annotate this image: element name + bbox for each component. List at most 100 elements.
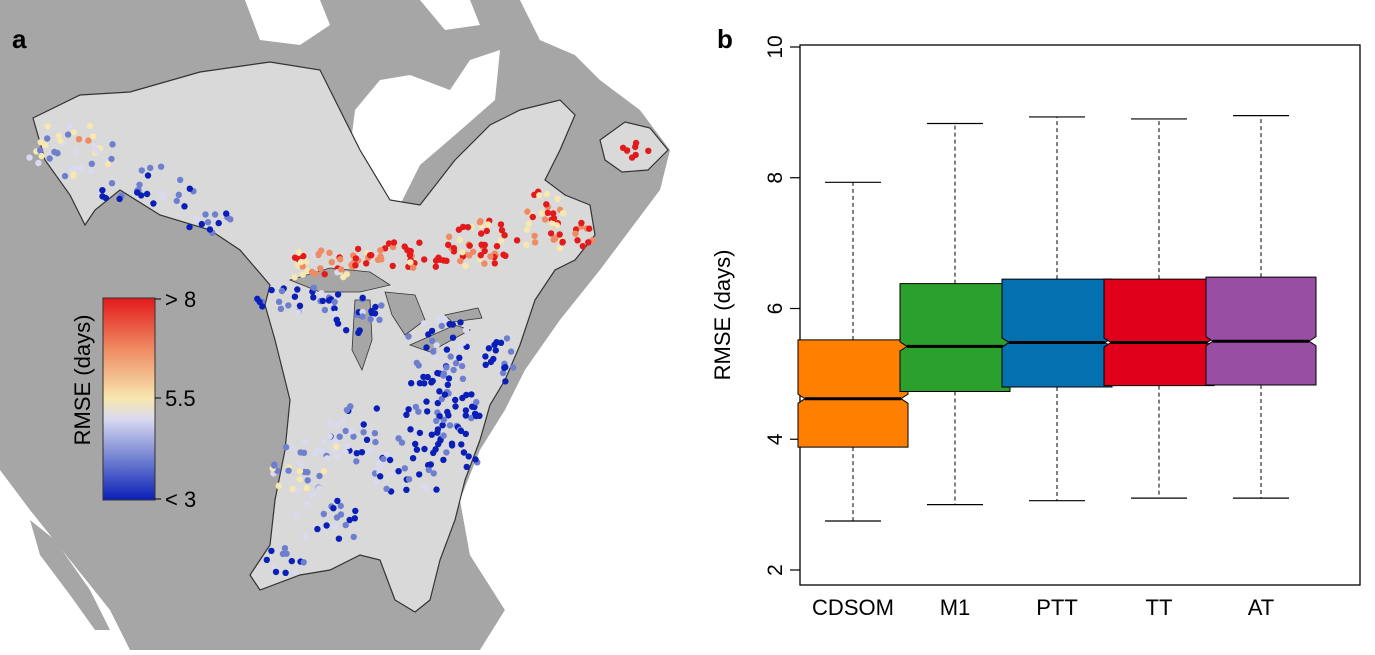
site-point: [308, 268, 316, 276]
colorbar-legend: RMSE (days) > 8 5.5 < 3: [70, 287, 196, 512]
site-point: [432, 257, 440, 264]
site-point: [351, 515, 358, 522]
site-point: [367, 315, 374, 323]
site-point: [342, 427, 349, 435]
site-point: [354, 245, 362, 253]
site-point: [433, 417, 440, 424]
site-point: [459, 249, 466, 256]
site-point: [334, 291, 342, 298]
site-point: [439, 422, 446, 429]
site-point: [42, 141, 49, 149]
site-point: [331, 438, 339, 445]
box-cdsom: [797, 181, 909, 522]
site-point: [427, 461, 434, 468]
site-point: [448, 440, 456, 447]
site-point: [335, 535, 343, 542]
site-point: [445, 233, 453, 240]
site-point: [476, 412, 483, 419]
site-point: [381, 245, 389, 252]
panel-label-a: a: [12, 24, 27, 54]
site-point: [293, 512, 300, 519]
site-point: [337, 266, 345, 273]
site-point: [421, 445, 428, 453]
box-body: [1103, 278, 1215, 387]
site-point: [407, 426, 414, 433]
site-point: [223, 210, 230, 217]
site-point: [317, 265, 324, 272]
site-point: [501, 364, 508, 371]
site-point: [150, 200, 157, 207]
site-point: [272, 568, 280, 576]
site-point: [478, 241, 485, 248]
site-point: [304, 469, 311, 476]
site-point: [507, 348, 515, 355]
site-point: [331, 298, 338, 306]
site-point: [424, 373, 431, 381]
site-point: [304, 477, 311, 484]
site-point: [438, 322, 445, 330]
site-point: [425, 466, 432, 474]
site-point: [138, 167, 145, 174]
site-point: [70, 172, 77, 179]
site-point: [449, 321, 456, 328]
site-point: [333, 514, 341, 521]
site-point: [299, 271, 306, 278]
site-point: [466, 242, 473, 249]
site-point: [315, 446, 323, 453]
site-point: [550, 214, 558, 222]
site-point: [433, 486, 440, 493]
site-point: [389, 470, 396, 477]
site-point: [328, 259, 335, 266]
site-point: [440, 456, 447, 464]
site-point: [360, 421, 367, 428]
site-point: [275, 482, 282, 489]
site-point: [460, 449, 468, 456]
site-point: [574, 237, 581, 244]
site-point: [55, 132, 62, 140]
site-point: [75, 136, 83, 143]
x-tick-label-m1: M1: [940, 595, 971, 620]
panel-label-b: b: [717, 24, 733, 54]
site-point: [405, 476, 413, 483]
site-point: [450, 245, 458, 252]
site-point: [502, 252, 509, 259]
colorbar-label-low: < 3: [165, 487, 196, 512]
site-point: [477, 252, 484, 259]
site-point: [380, 455, 387, 463]
site-point: [353, 458, 360, 465]
site-point: [416, 429, 424, 437]
site-point: [481, 247, 488, 255]
site-point: [497, 221, 505, 228]
site-point: [344, 442, 351, 450]
site-point: [459, 375, 467, 382]
site-point: [430, 348, 437, 355]
site-point: [452, 360, 460, 367]
site-point: [310, 284, 317, 291]
x-tick-label-tt: TT: [1146, 595, 1173, 620]
site-point: [301, 437, 308, 444]
site-point: [330, 505, 337, 512]
site-point: [86, 122, 94, 130]
site-point: [410, 264, 417, 271]
baja-peninsula: [30, 520, 110, 630]
site-point: [445, 241, 452, 248]
site-point: [538, 209, 545, 217]
site-point: [556, 245, 564, 252]
site-point: [116, 195, 123, 203]
site-point: [415, 362, 422, 369]
site-point: [333, 443, 340, 450]
site-point: [491, 341, 498, 349]
site-point: [395, 468, 402, 475]
site-point: [359, 294, 366, 301]
site-point: [365, 448, 372, 455]
site-point: [346, 516, 353, 524]
site-point: [332, 310, 339, 317]
site-point: [445, 375, 453, 382]
site-point: [309, 491, 316, 499]
site-point: [457, 343, 464, 351]
site-point: [465, 453, 472, 460]
site-point: [93, 147, 101, 154]
site-point: [297, 449, 304, 456]
site-point: [323, 455, 331, 462]
site-point: [334, 497, 341, 505]
